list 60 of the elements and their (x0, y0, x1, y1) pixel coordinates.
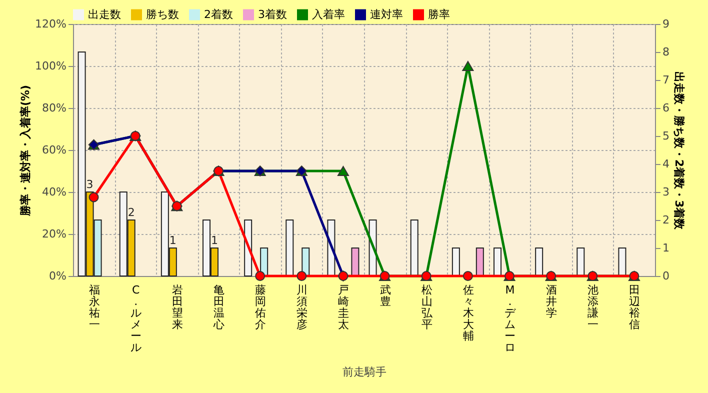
x-tick-label: 川須栄彦 (296, 284, 308, 331)
y-axis-title: 勝率・連対率・入着率(%) (19, 84, 32, 218)
x-tick-label: 岩田望来 (172, 284, 183, 331)
x-tick-label: 亀田温心 (212, 284, 224, 331)
x-tick-label: 松山弘平 (421, 284, 434, 331)
y2-tick-label: 6 (662, 102, 670, 114)
bar (351, 248, 360, 276)
point (88, 192, 99, 202)
point (337, 166, 349, 176)
point (255, 271, 266, 281)
legend-label: 勝率 (428, 8, 450, 21)
x-tick-label: 藤岡佑介 (255, 284, 266, 331)
y2-tick-label: 8 (662, 46, 670, 58)
x-tick-label: 池添謙一 (588, 284, 599, 331)
legend-label: 連対率 (370, 8, 403, 21)
point (462, 271, 473, 281)
bar (618, 248, 626, 276)
legend-label: 2着数 (204, 8, 233, 21)
data-label: 1 (169, 234, 176, 247)
y-tick-label: 80% (42, 102, 66, 114)
y2-tick-label: 4 (662, 158, 670, 170)
x-tick-label: 武豊 (380, 284, 391, 308)
y-tick-label: 0% (49, 270, 66, 282)
x-tick-label: 田辺裕信 (629, 284, 640, 331)
x-tick-label: 戸崎圭太 (338, 284, 350, 331)
x-tick-label: 福永祐一 (88, 284, 100, 331)
legend-label: 出走数 (88, 8, 121, 21)
y-tick-label: 120% (35, 18, 66, 30)
legend-label: 3着数 (258, 8, 287, 21)
bar (476, 248, 484, 276)
bar (535, 248, 544, 276)
y2-tick-label: 0 (662, 270, 670, 282)
y2-tick-label: 5 (662, 130, 670, 142)
y-tick-label: 60% (42, 144, 66, 156)
data-label: 3 (86, 178, 94, 191)
y2-tick-label: 9 (662, 18, 670, 30)
bar (286, 220, 294, 276)
data-label: 2 (128, 206, 135, 219)
y-tick-label: 40% (42, 186, 66, 198)
x-tick-label: M.デムーロ (504, 284, 516, 354)
bar (452, 248, 460, 276)
legend-label: 勝ち数 (146, 8, 179, 21)
y-tick-label: 20% (42, 228, 66, 240)
bar (576, 248, 585, 276)
bar (494, 248, 502, 276)
y2-tick-label: 7 (662, 74, 670, 86)
data-label: 1 (211, 234, 218, 247)
legend-label: 入着率 (312, 8, 345, 21)
y2-axis-title: 出走数・勝ち数・2着数・3着数 (672, 71, 686, 231)
x-tick-label: C.ルメール (130, 284, 142, 354)
x-tick-label: 佐々木大輔 (462, 284, 474, 342)
y2-tick-label: 3 (662, 186, 670, 198)
x-tick-label: 酒井学 (546, 284, 558, 320)
y2-tick-label: 2 (662, 214, 670, 226)
x-axis-title: 前走騎手 (342, 366, 386, 378)
y-tick-label: 100% (35, 60, 66, 72)
point (462, 60, 474, 72)
bar (410, 220, 418, 276)
y2-tick-label: 1 (662, 242, 670, 254)
point (296, 271, 307, 281)
